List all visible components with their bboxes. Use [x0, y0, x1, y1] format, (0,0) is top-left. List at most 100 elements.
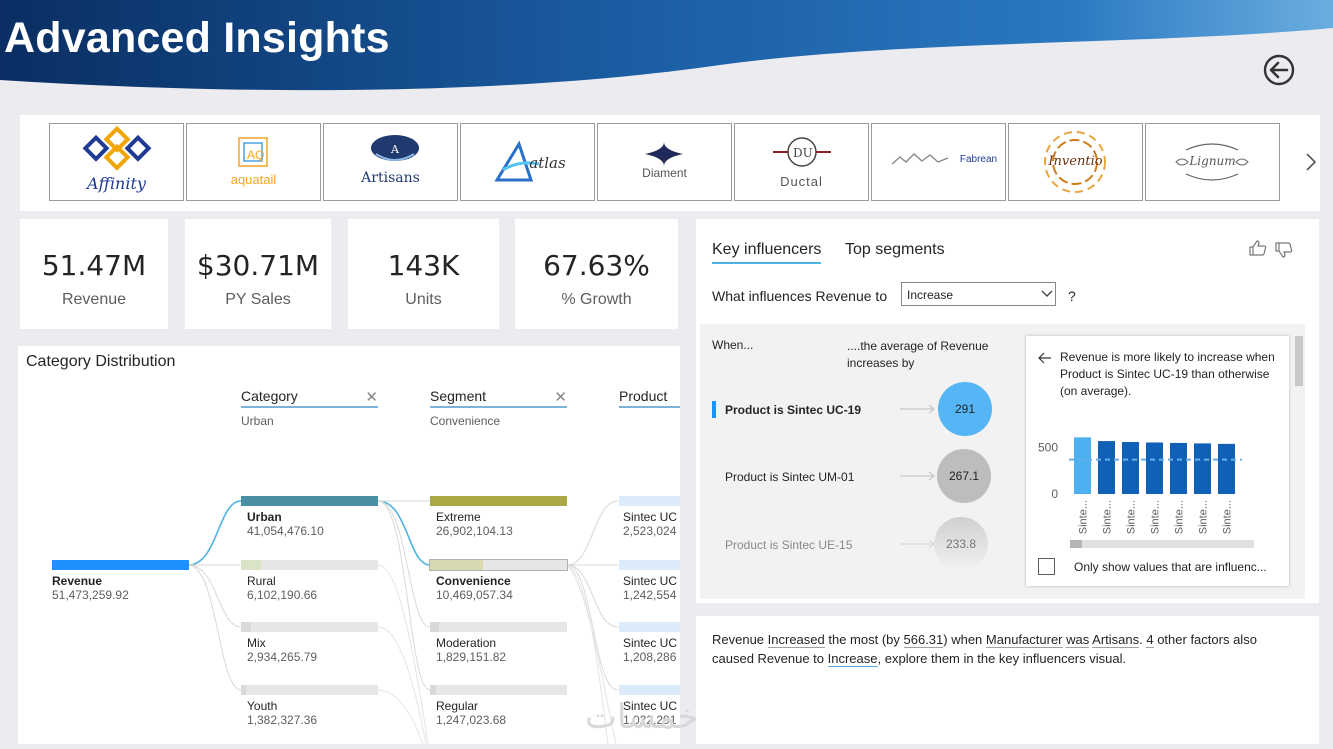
x-tick-label: Sinte...	[1222, 500, 1234, 534]
node-fill-bar	[241, 560, 262, 570]
watermark: خمسات	[585, 698, 699, 736]
x-tick-label: Sinte...	[1102, 500, 1114, 534]
thumbs-up-icon[interactable]	[1248, 239, 1268, 257]
remove-level-icon[interactable]: ✕	[365, 389, 378, 406]
detail-bar-chart: 500 0 Sinte... Sinte... Sinte... Sinte... Sint…	[1038, 437, 1242, 534]
detail-bar	[1194, 443, 1211, 494]
level-header-product[interactable]: Product	[619, 388, 680, 408]
node-value: 26,902,104.13	[436, 524, 513, 538]
thumbs-down-icon[interactable]	[1274, 241, 1294, 259]
category-node-youth[interactable]: Youth 1,382,327.36	[241, 685, 378, 727]
only-influencers-checkbox[interactable]	[1038, 558, 1055, 575]
header-wave	[0, 0, 1333, 110]
product-node[interactable]: Sintec UC 1,022,291	[619, 685, 680, 727]
logo-tile-artisans[interactable]: A Artisans	[323, 123, 458, 201]
scrollbar-thumb[interactable]	[1295, 336, 1303, 386]
detail-explanation: Revenue is more likely to increase when …	[1060, 350, 1275, 398]
logo-text: Artisans	[361, 170, 420, 186]
segment-node-extreme[interactable]: Extreme 26,902,104.13	[430, 496, 567, 538]
x-tick-label: Sinte...	[1174, 500, 1186, 534]
narrative-highlight: was	[1066, 632, 1090, 648]
product-node[interactable]: Sintec UC 2,523,024	[619, 496, 680, 538]
segment-node-convenience[interactable]: Convenience 10,469,057.34	[429, 559, 568, 602]
node-value: 6,102,190.66	[247, 588, 318, 602]
logo-text: Affinity	[87, 174, 146, 193]
node-value: 51,473,259.92	[52, 588, 129, 602]
segment-node-moderation[interactable]: Moderation 1,829,151.82	[430, 622, 567, 664]
back-arrow-icon[interactable]	[1263, 54, 1295, 86]
back-arrow-icon[interactable]	[1038, 352, 1052, 364]
narrative-highlight: Increased	[767, 632, 825, 648]
arrow-right-icon	[900, 471, 935, 481]
logo-tile-aquatail[interactable]: AQ aquatail	[186, 123, 321, 201]
logo-tile-atlas[interactable]: atlas	[460, 123, 595, 201]
narrative-segment: Revenue	[712, 632, 768, 647]
page-title: Advanced Insights	[4, 14, 390, 62]
influencer-question: What influences Revenue to	[712, 288, 888, 304]
kpi-label: Revenue	[61, 291, 127, 308]
chart-scrollbar-thumb[interactable]	[1070, 540, 1082, 548]
y-tick-label: 500	[1038, 441, 1058, 455]
influencer-bubble[interactable]: 267.1	[937, 449, 991, 503]
kpi-card-py-sales: $30.71M PY Sales	[185, 219, 331, 329]
x-tick-label: Sinte...	[1150, 500, 1162, 534]
influencer-row-label[interactable]: Product is Sintec UC-19	[725, 403, 862, 417]
chevron-right-icon[interactable]	[1302, 150, 1320, 174]
node-fill-bar	[430, 560, 484, 570]
col-header-average: ....the average of Revenue increases by	[847, 339, 989, 370]
segment-node-regular[interactable]: Regular 1,247,023.68	[430, 685, 567, 727]
logo-tile-fabrean[interactable]: Fabrean	[871, 123, 1006, 201]
level-header-segment[interactable]: Segment ✕ Convenience	[430, 388, 567, 428]
detail-bar	[1074, 437, 1091, 494]
node-fill-bar	[430, 622, 440, 632]
node-value: 1,022,291	[623, 713, 677, 727]
help-icon[interactable]: ?	[1068, 288, 1076, 304]
kpi-card-units: 143K Units	[348, 219, 499, 329]
logo-text: Inventio	[1048, 154, 1103, 169]
logo-tile-inventio[interactable]: Inventio	[1008, 123, 1143, 201]
selected-row-indicator	[712, 401, 716, 418]
detail-bar	[1122, 442, 1139, 494]
category-node-mix[interactable]: Mix 2,934,265.79	[241, 622, 378, 664]
arrow-right-icon	[900, 404, 935, 414]
remove-level-icon[interactable]: ✕	[554, 389, 567, 406]
node-value: 1,208,286	[623, 650, 677, 664]
decomposition-tree: Category Distribution Category ✕ Urban S…	[18, 346, 680, 744]
level-selection: Urban	[241, 414, 274, 428]
product-node[interactable]: Sintec UC 1,208,286	[619, 622, 680, 664]
influencer-row-label[interactable]: Product is Sintec UM-01	[725, 470, 855, 484]
logo-text: Lignum	[1189, 154, 1236, 168]
influencer-row-label[interactable]: Product is Sintec UE-15	[725, 538, 853, 552]
category-node-rural[interactable]: Rural 6,102,190.66	[241, 560, 378, 602]
node-name: Sintec UC	[623, 699, 678, 713]
visual-title: Category Distribution	[26, 353, 176, 370]
node-name: Moderation	[436, 636, 497, 650]
kpi-value: 51.47M	[41, 249, 147, 282]
connector-lines	[187, 500, 619, 744]
level-name: Category	[241, 388, 378, 408]
detail-bar	[1146, 442, 1163, 494]
logo-text: Fabrean	[959, 154, 998, 165]
product-node[interactable]: Sintec UC 1,242,554	[619, 560, 680, 602]
logo-tile-lignum[interactable]: Lignum	[1145, 123, 1280, 201]
logo-tile-diament[interactable]: Diament	[597, 123, 732, 201]
col-header-when: When...	[712, 338, 754, 352]
node-value: 2,934,265.79	[247, 650, 318, 664]
logo-text: aquatail	[230, 172, 277, 187]
category-node-urban[interactable]: Urban 41,054,476.10	[241, 496, 378, 538]
influencer-bubble[interactable]: 291	[938, 382, 992, 436]
logo-tile-ductal[interactable]: DU Ductal	[734, 123, 869, 201]
logo-tile-affinity[interactable]: Affinity	[49, 123, 184, 201]
chart-scrollbar-track[interactable]	[1070, 540, 1254, 548]
influencer-bubble[interactable]: 233.8	[934, 517, 988, 571]
tab-top-segments[interactable]: Top segments	[845, 241, 945, 258]
select-value: Increase	[907, 288, 954, 302]
influence-direction-select[interactable]: Increase	[901, 282, 1056, 306]
x-tick-label: Sinte...	[1198, 500, 1210, 534]
node-name: Urban	[247, 510, 282, 524]
logo-text: Ductal	[780, 174, 823, 189]
atlas-logo-icon	[494, 140, 540, 182]
root-node-revenue[interactable]: Revenue 51,473,259.92	[52, 560, 189, 602]
tab-key-influencers[interactable]: Key influencers	[712, 241, 822, 264]
level-header-category[interactable]: Category ✕ Urban	[241, 388, 378, 428]
